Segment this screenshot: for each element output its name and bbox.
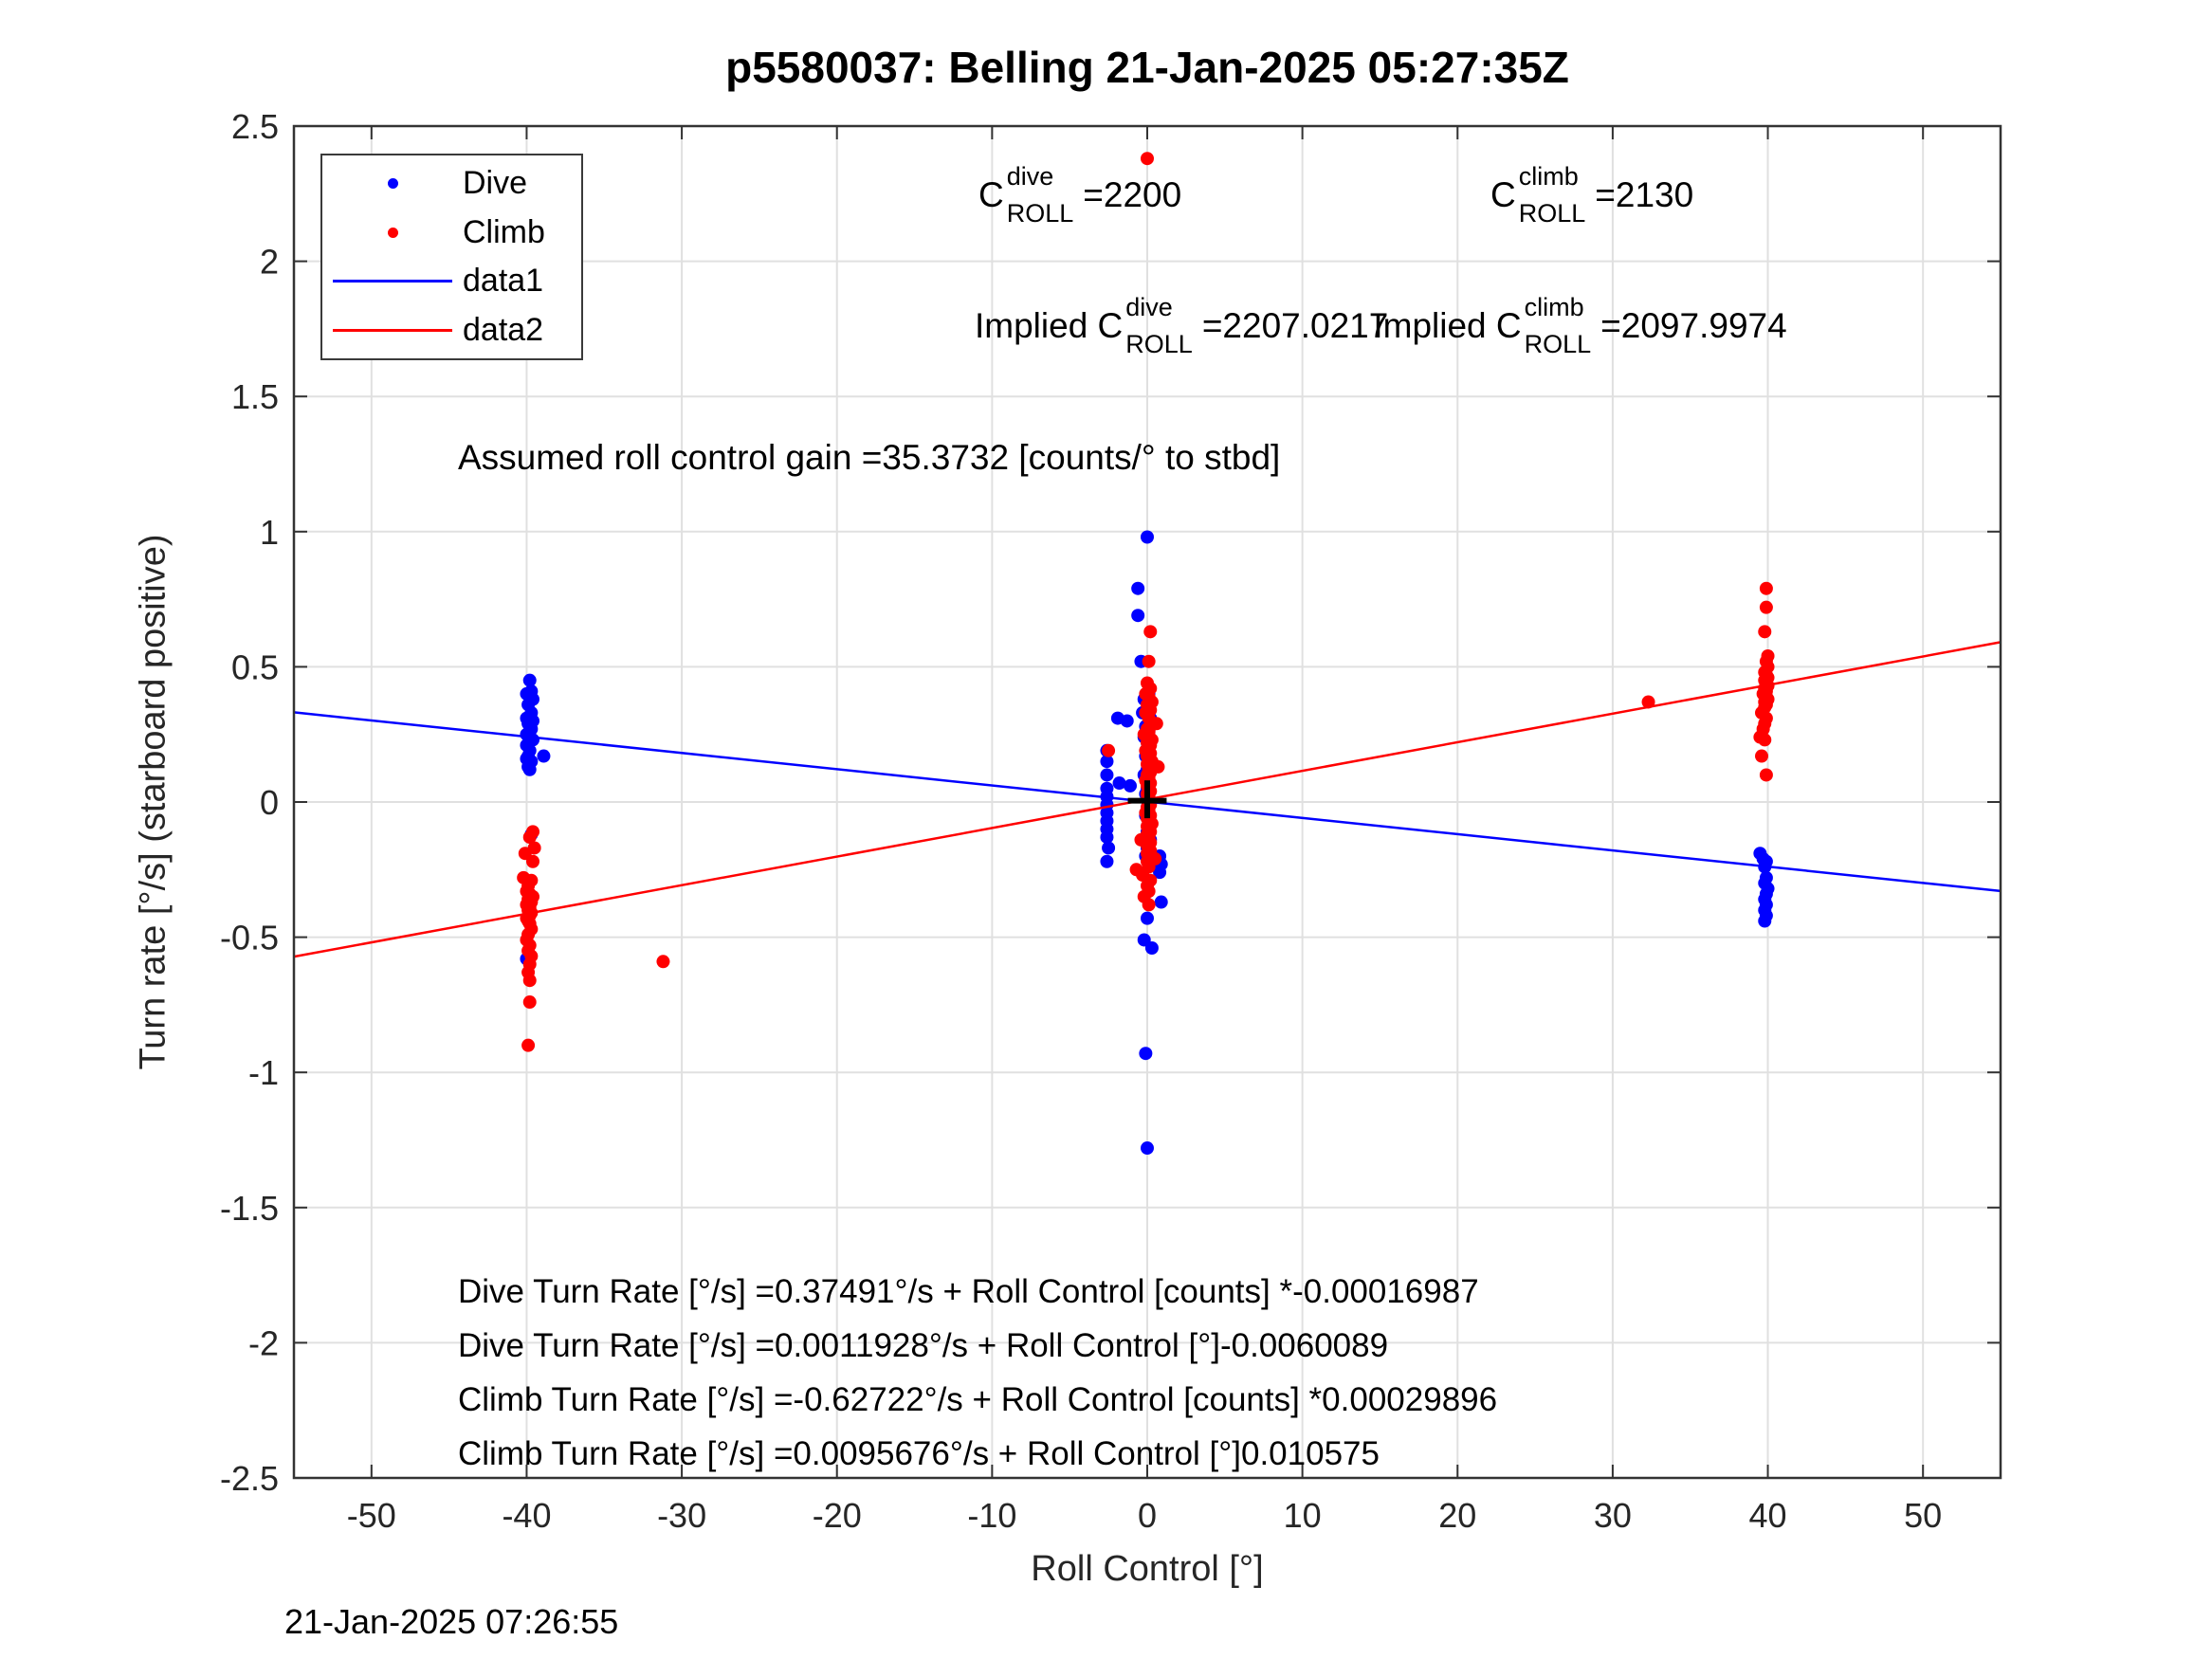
legend-label: data2 bbox=[463, 311, 544, 348]
c-roll-dive-supsub: dive ROLL bbox=[1006, 162, 1074, 228]
x-tick-label: 10 bbox=[1284, 1496, 1322, 1535]
x-tick-label: 30 bbox=[1594, 1496, 1632, 1535]
plot-title: p5580037: Belling 21-Jan-2025 05:27:35Z bbox=[725, 43, 1569, 92]
x-tick-label: 40 bbox=[1749, 1496, 1787, 1535]
x-axis-title: Roll Control [°] bbox=[1031, 1549, 1264, 1589]
dive-data-point bbox=[1141, 530, 1154, 544]
x-tick-label: 50 bbox=[1904, 1496, 1942, 1535]
dive-data-point bbox=[1124, 778, 1137, 793]
dive-data-point bbox=[1102, 841, 1116, 855]
c-roll-climb-prefix: C bbox=[1490, 175, 1516, 214]
dive-data-point bbox=[1131, 581, 1145, 595]
y-tick-label: 1 bbox=[260, 513, 279, 552]
dive-data-point bbox=[1110, 711, 1124, 725]
dive-data-point bbox=[1112, 776, 1126, 791]
legend-item-data2: data2 bbox=[322, 306, 581, 354]
climb-data-point bbox=[1759, 581, 1773, 595]
y-axis-title: Turn rate [°/s] (starboard positive) bbox=[133, 534, 174, 1070]
dive-data-point bbox=[1154, 895, 1168, 909]
legend-item-climb: Climb bbox=[322, 209, 581, 256]
dive-data-point bbox=[1141, 911, 1154, 925]
climb-data-point bbox=[1758, 733, 1772, 747]
assumed-gain-annotation: Assumed roll control gain =35.3732 [coun… bbox=[458, 438, 1281, 477]
climb-data-point bbox=[526, 854, 539, 868]
c-roll-climb-annotation: C climb ROLL =2130 bbox=[1490, 150, 1693, 241]
dive-data-point bbox=[522, 762, 537, 776]
y-tick-label: 0 bbox=[260, 783, 279, 822]
x-tick-label: 0 bbox=[1138, 1496, 1157, 1535]
implied-c-roll-climb: Implied C climb ROLL =2097.9974 bbox=[1373, 293, 1787, 358]
legend-box: Dive Climb data1 data2 bbox=[320, 154, 583, 360]
x-tick-label: -20 bbox=[813, 1496, 862, 1535]
climb-data-point bbox=[1143, 625, 1158, 639]
dive-data-point bbox=[537, 749, 551, 763]
legend-label: data1 bbox=[463, 263, 544, 300]
dive-data-point bbox=[1100, 854, 1114, 868]
y-tick-label: -1.5 bbox=[220, 1189, 279, 1228]
climb-data-point bbox=[1759, 768, 1773, 782]
y-tick-label: -2 bbox=[248, 1323, 279, 1362]
climb-data-point bbox=[522, 974, 537, 988]
climb-data-point bbox=[1755, 749, 1768, 763]
x-tick-label: -50 bbox=[347, 1496, 396, 1535]
climb-data-point bbox=[1141, 152, 1154, 166]
y-tick-label: 2 bbox=[260, 243, 279, 282]
footer-timestamp: 21-Jan-2025 07:26:55 bbox=[284, 1602, 619, 1641]
climb-data-point bbox=[1102, 743, 1116, 757]
dive-data-point bbox=[1144, 941, 1159, 956]
c-roll-climb-supsub: climb ROLL bbox=[1518, 162, 1586, 228]
dive-fit-counts-equation: Dive Turn Rate [°/s] =0.37491°/s + Roll … bbox=[458, 1273, 1479, 1310]
data1-line-icon bbox=[333, 280, 452, 283]
dive-data-point bbox=[1100, 755, 1114, 769]
implied-c-roll-annotation: Implied C dive ROLL =2207.0217 Implied C… bbox=[975, 281, 1787, 372]
climb-data-point bbox=[656, 955, 670, 969]
c-roll-climb-value: =2130 bbox=[1595, 175, 1694, 214]
y-tick-label: -0.5 bbox=[220, 919, 279, 957]
climb-fit-degrees-equation: Climb Turn Rate [°/s] =0.0095676°/s + Ro… bbox=[458, 1435, 1380, 1472]
climb-data-point bbox=[522, 995, 537, 1010]
climb-fit-counts-equation: Climb Turn Rate [°/s] =-0.62722°/s + Rol… bbox=[458, 1381, 1498, 1418]
x-tick-label: 20 bbox=[1438, 1496, 1476, 1535]
legend-label: Climb bbox=[463, 213, 545, 250]
climb-data-point bbox=[1142, 898, 1156, 912]
x-tick-label: -30 bbox=[657, 1496, 706, 1535]
climb-data-point bbox=[521, 1038, 536, 1052]
fit-equations-block: Dive Turn Rate [°/s] =0.37491°/s + Roll … bbox=[458, 1265, 1497, 1481]
dive-data-point bbox=[1100, 830, 1114, 845]
climb-data-point bbox=[1759, 600, 1773, 614]
dive-fit-degrees-equation: Dive Turn Rate [°/s] =0.0011928°/s + Rol… bbox=[458, 1327, 1389, 1364]
x-tick-label: -40 bbox=[502, 1496, 551, 1535]
data2-line-icon bbox=[333, 328, 452, 332]
y-tick-label: -1 bbox=[248, 1053, 279, 1092]
implied-c-roll-dive: Implied C dive ROLL =2207.0217 bbox=[975, 293, 1389, 358]
x-tick-label: -10 bbox=[967, 1496, 1016, 1535]
legend-label: Dive bbox=[463, 165, 528, 202]
dive-data-point bbox=[1153, 866, 1167, 880]
climb-data-point bbox=[1142, 654, 1156, 668]
dive-data-point bbox=[1758, 914, 1772, 928]
c-roll-dive-annotation: C dive ROLL =2200 bbox=[978, 150, 1181, 241]
climb-marker-icon bbox=[387, 227, 398, 238]
y-tick-label: -2.5 bbox=[220, 1459, 279, 1498]
y-tick-label: 1.5 bbox=[231, 377, 279, 416]
dive-data-point bbox=[1100, 768, 1114, 782]
dive-data-point bbox=[1141, 1141, 1154, 1156]
c-roll-dive-prefix: C bbox=[978, 175, 1004, 214]
dive-data-point bbox=[1131, 609, 1145, 623]
legend-item-data1: data1 bbox=[322, 258, 581, 305]
c-roll-dive-value: =2200 bbox=[1083, 175, 1182, 214]
legend-item-dive: Dive bbox=[322, 160, 581, 208]
dive-marker-icon bbox=[387, 178, 398, 190]
dive-data-point bbox=[522, 673, 537, 687]
dive-data-point bbox=[1139, 1047, 1153, 1061]
climb-data-point bbox=[522, 830, 537, 845]
y-tick-label: 2.5 bbox=[231, 107, 279, 146]
climb-data-point bbox=[1758, 625, 1772, 639]
y-tick-label: 0.5 bbox=[231, 647, 279, 686]
